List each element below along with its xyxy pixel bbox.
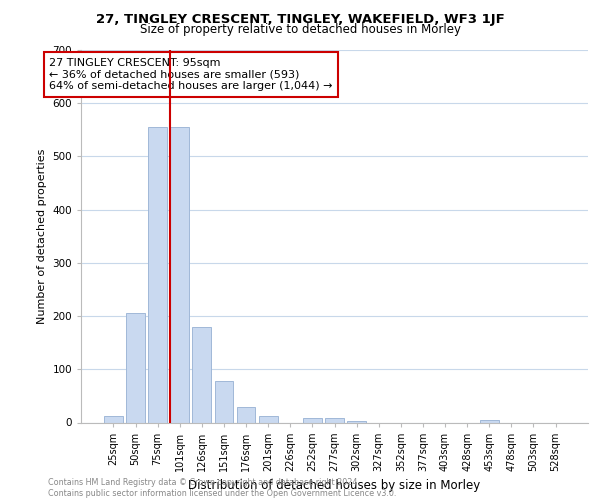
Bar: [148, 127, 167, 422]
Bar: [104, 416, 123, 422]
Bar: [126, 314, 145, 422]
Bar: [259, 416, 278, 422]
X-axis label: Distribution of detached houses by size in Morley: Distribution of detached houses by size …: [188, 480, 481, 492]
Text: Contains HM Land Registry data © Crown copyright and database right 2024.
Contai: Contains HM Land Registry data © Crown c…: [48, 478, 397, 498]
Text: 27, TINGLEY CRESCENT, TINGLEY, WAKEFIELD, WF3 1JF: 27, TINGLEY CRESCENT, TINGLEY, WAKEFIELD…: [95, 12, 505, 26]
Bar: [303, 418, 322, 422]
Text: 27 TINGLEY CRESCENT: 95sqm
← 36% of detached houses are smaller (593)
64% of sem: 27 TINGLEY CRESCENT: 95sqm ← 36% of deta…: [49, 58, 332, 91]
Bar: [236, 406, 256, 422]
Bar: [215, 381, 233, 422]
Bar: [170, 127, 189, 422]
Text: Size of property relative to detached houses in Morley: Size of property relative to detached ho…: [139, 22, 461, 36]
Bar: [347, 421, 366, 422]
Bar: [193, 326, 211, 422]
Bar: [480, 420, 499, 422]
Bar: [325, 418, 344, 422]
Y-axis label: Number of detached properties: Number of detached properties: [37, 148, 47, 324]
